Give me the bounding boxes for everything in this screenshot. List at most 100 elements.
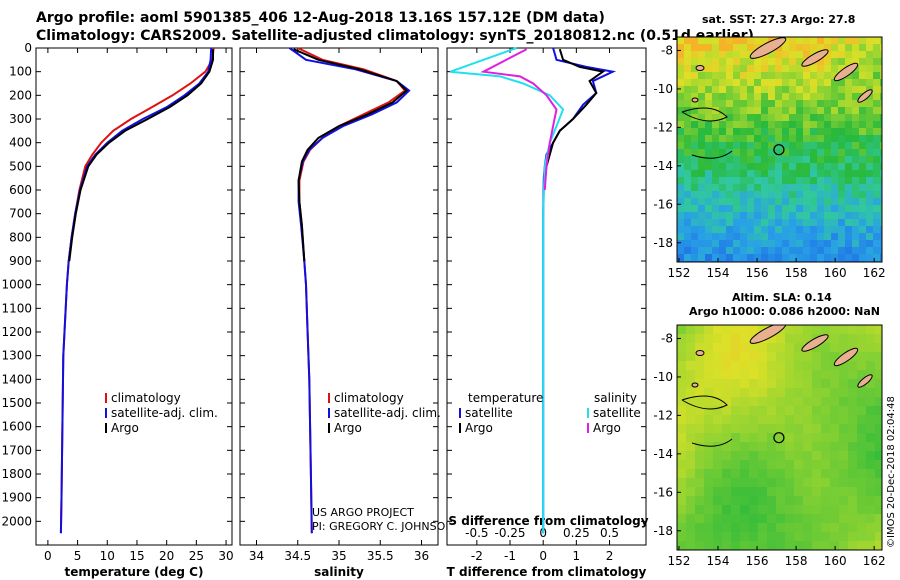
legend-satellite-label: satellite-adj. clim. [111,406,218,420]
map-field [677,325,882,550]
lon-tick-label: 156 [746,554,769,568]
y-tick-label: 1600 [1,420,32,434]
lat-tick-label: -12 [653,120,673,134]
island [801,334,829,352]
x-tick-label: 10 [100,549,115,563]
credit-line1: US ARGO PROJECT [312,506,414,519]
series-argo [293,48,409,262]
legend-climatology-label: climatology [111,391,181,405]
map-frame [676,36,883,263]
y-tick-label: 100 [9,65,32,79]
lat-tick-label: -16 [653,485,673,499]
x-tick-label: 35.5 [367,549,394,563]
lon-tick-label: 152 [667,554,690,568]
x-tick-label: 34 [249,549,264,563]
legend-climatology-label: climatology [334,391,404,405]
island [695,350,705,356]
x-axis-label: salinity [314,565,364,579]
island [749,325,787,344]
island [857,374,873,388]
lat-tick-label: -18 [653,236,673,250]
legend-satellite-label: satellite-adj. clim. [334,406,441,420]
map-sst: 152 154 156 158 160 162 -8 -10 -12 -14 -16 -18 [653,36,886,280]
island [749,37,787,59]
y-tick-label: 800 [9,230,32,244]
y-tick-label: 1800 [1,467,32,481]
x-tick-label: 25 [189,549,204,563]
island [801,49,829,67]
x-tick-label: 2 [606,549,614,563]
lat-tick-label: -10 [653,370,673,384]
lon-tick-label: 154 [707,554,730,568]
y-tick-label: 700 [9,207,32,221]
x-tick-label: 0 [539,549,547,563]
figure-title-line2: Climatology: CARS2009. Satellite-adjuste… [36,28,754,44]
lat-tick-label: -14 [653,447,673,461]
lon-tick-label: 154 [707,266,730,280]
sla-map-title-line2: Argo h1000: 0.086 h2000: NaN [689,305,881,318]
lon-tick-label: 162 [863,554,886,568]
y-tick-label: 1100 [1,301,32,315]
bathymetry-contour [681,107,733,159]
argo-float-marker [773,432,785,444]
lat-tick-label: -8 [661,43,673,57]
y-tick-label: 600 [9,183,32,197]
s-tick-label: -0.25 [494,526,525,540]
lon-tick-label: 160 [824,266,847,280]
lat-tick-label: -12 [653,408,673,422]
sla-map-title-line1: Altim. SLA: 0.14 [732,291,832,304]
panel-frame [446,47,647,546]
y-tick-label: 900 [9,254,32,268]
y-tick-label: 400 [9,136,32,150]
lat-tick-label: -16 [653,197,673,211]
island [833,62,859,82]
y-tick-label: 500 [9,159,32,173]
lon-tick-label: 152 [667,266,690,280]
bathymetry-contour [681,395,733,447]
map-sla: 152 154 156 158 160 162 -8 -10 -12 -14 -16 -18 [653,324,886,568]
s-tick-label: 0.5 [600,526,619,540]
credit-line2: PI: GREGORY C. JOHNSON [312,520,453,533]
lat-tick-label: -10 [653,82,673,96]
s-axis-label: S difference from climatology [448,514,648,528]
series-argo [68,49,214,262]
panel-frame [239,47,439,546]
island [691,382,699,388]
y-tick-label: 1000 [1,278,32,292]
lon-tick-label: 156 [746,266,769,280]
x-tick-label: 0 [44,549,52,563]
island [691,97,699,103]
legend-t-argo-label: Argo [465,421,493,435]
legend-argo-label: Argo [111,421,139,435]
lon-tick-label: 158 [785,554,808,568]
lon-tick-label: 162 [863,266,886,280]
x-tick-label: 35 [331,549,346,563]
island [857,89,873,103]
legend-s-satellite-label: satellite [593,406,641,420]
x-tick-label: 5 [74,549,82,563]
figure-title-line1: Argo profile: aoml 5901385_406 12-Aug-20… [36,10,605,26]
x-tick-label: 20 [159,549,174,563]
x-tick-label: 36 [414,549,429,563]
panel-frame [35,47,233,546]
series-s-satellite [449,47,565,534]
x-tick-label: 34.5 [284,549,311,563]
y-tick-label: 1700 [1,443,32,457]
legend-salinity-title: salinity [594,391,637,405]
lon-tick-label: 158 [785,266,808,280]
y-tick-label: 1300 [1,349,32,363]
x-tick-label: -2 [471,549,483,563]
series-s-argo [480,48,558,191]
island [695,65,705,71]
profile-panel-2: 34 34.5 35 35.5 36 salinity climatologysatelli… [239,47,453,579]
lat-tick-label: -18 [653,524,673,538]
lat-tick-label: -8 [661,331,673,345]
profile-panel-1: 0 5 10 15 20 25 300100200300400500600700800900… [1,41,233,579]
legend-s-argo-label: Argo [593,421,621,435]
lon-tick-label: 160 [824,554,847,568]
argo-float-marker [773,144,785,156]
y-tick-label: 1200 [1,325,32,339]
y-tick-label: 1400 [1,372,32,386]
x-tick-label: 30 [218,549,233,563]
